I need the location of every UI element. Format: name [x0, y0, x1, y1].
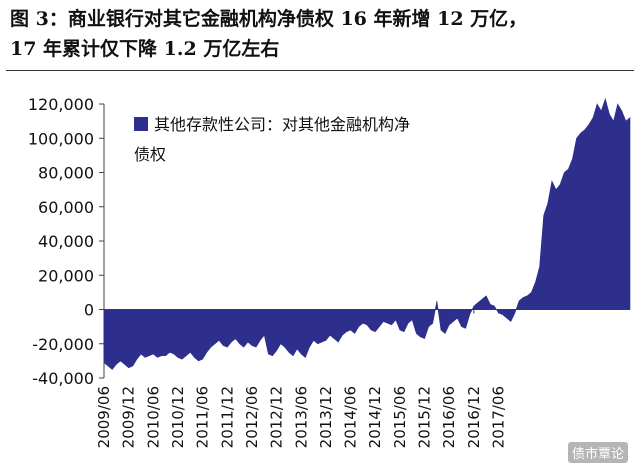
x-tick-label: 2009/06: [95, 386, 113, 448]
y-tick-label: 20,000: [38, 266, 94, 285]
watermark-badge: 债市覃论: [567, 442, 628, 463]
x-tick-label: 2014/06: [342, 386, 360, 448]
x-tick-label: 2015/06: [391, 386, 409, 448]
x-tick-label: 2012/12: [268, 386, 286, 448]
y-tick-label: 60,000: [38, 198, 94, 217]
y-tick-label: 120,000: [28, 95, 94, 114]
legend-label-line-1: 其他存款性公司：对其他金融机构净: [154, 115, 410, 134]
series-area-net-claims: [103, 97, 631, 370]
y-tick-label: 100,000: [28, 129, 94, 148]
x-tick-label: 2016/06: [440, 386, 458, 448]
y-tick-label: 80,000: [38, 164, 94, 183]
x-tick-label: 2009/12: [120, 386, 138, 448]
figure-title-line-1: 图 3：商业银行对其它金融机构净债权 16 年新增 12 万亿，: [10, 8, 528, 30]
y-tick-label: 40,000: [38, 232, 94, 251]
title-divider: [6, 70, 634, 71]
x-tick-label: 2015/12: [416, 386, 434, 448]
y-axis: 120,000 100,000 80,000 60,000 40,000 20,000 0 -…: [28, 95, 105, 388]
figure-title: 图 3：商业银行对其它金融机构净债权 16 年新增 12 万亿， 17 年累计仅…: [10, 4, 630, 64]
x-tick-label: 2016/12: [465, 386, 483, 448]
x-tick-label: 2010/12: [169, 386, 187, 448]
plot-area: [103, 97, 631, 370]
x-tick-label: 2011/12: [218, 386, 236, 448]
y-tick-label: -40,000: [32, 369, 94, 388]
x-tick-label: 2010/06: [144, 386, 162, 448]
x-tick-label: 2017/06: [490, 386, 508, 448]
legend-swatch: [134, 117, 148, 131]
x-tick-label: 2013/06: [292, 386, 310, 448]
figure-title-line-2: 17 年累计仅下降 1.2 万亿左右: [10, 38, 280, 60]
y-tick-label: -20,000: [32, 335, 94, 354]
x-tick-label: 2014/12: [366, 386, 384, 448]
x-tick-label: 2013/12: [317, 386, 335, 448]
x-tick-label: 2011/06: [194, 386, 212, 448]
legend-label-line-2: 债权: [134, 145, 166, 164]
y-tick-label: 0: [84, 301, 94, 320]
x-tick-label: 2012/06: [243, 386, 261, 448]
